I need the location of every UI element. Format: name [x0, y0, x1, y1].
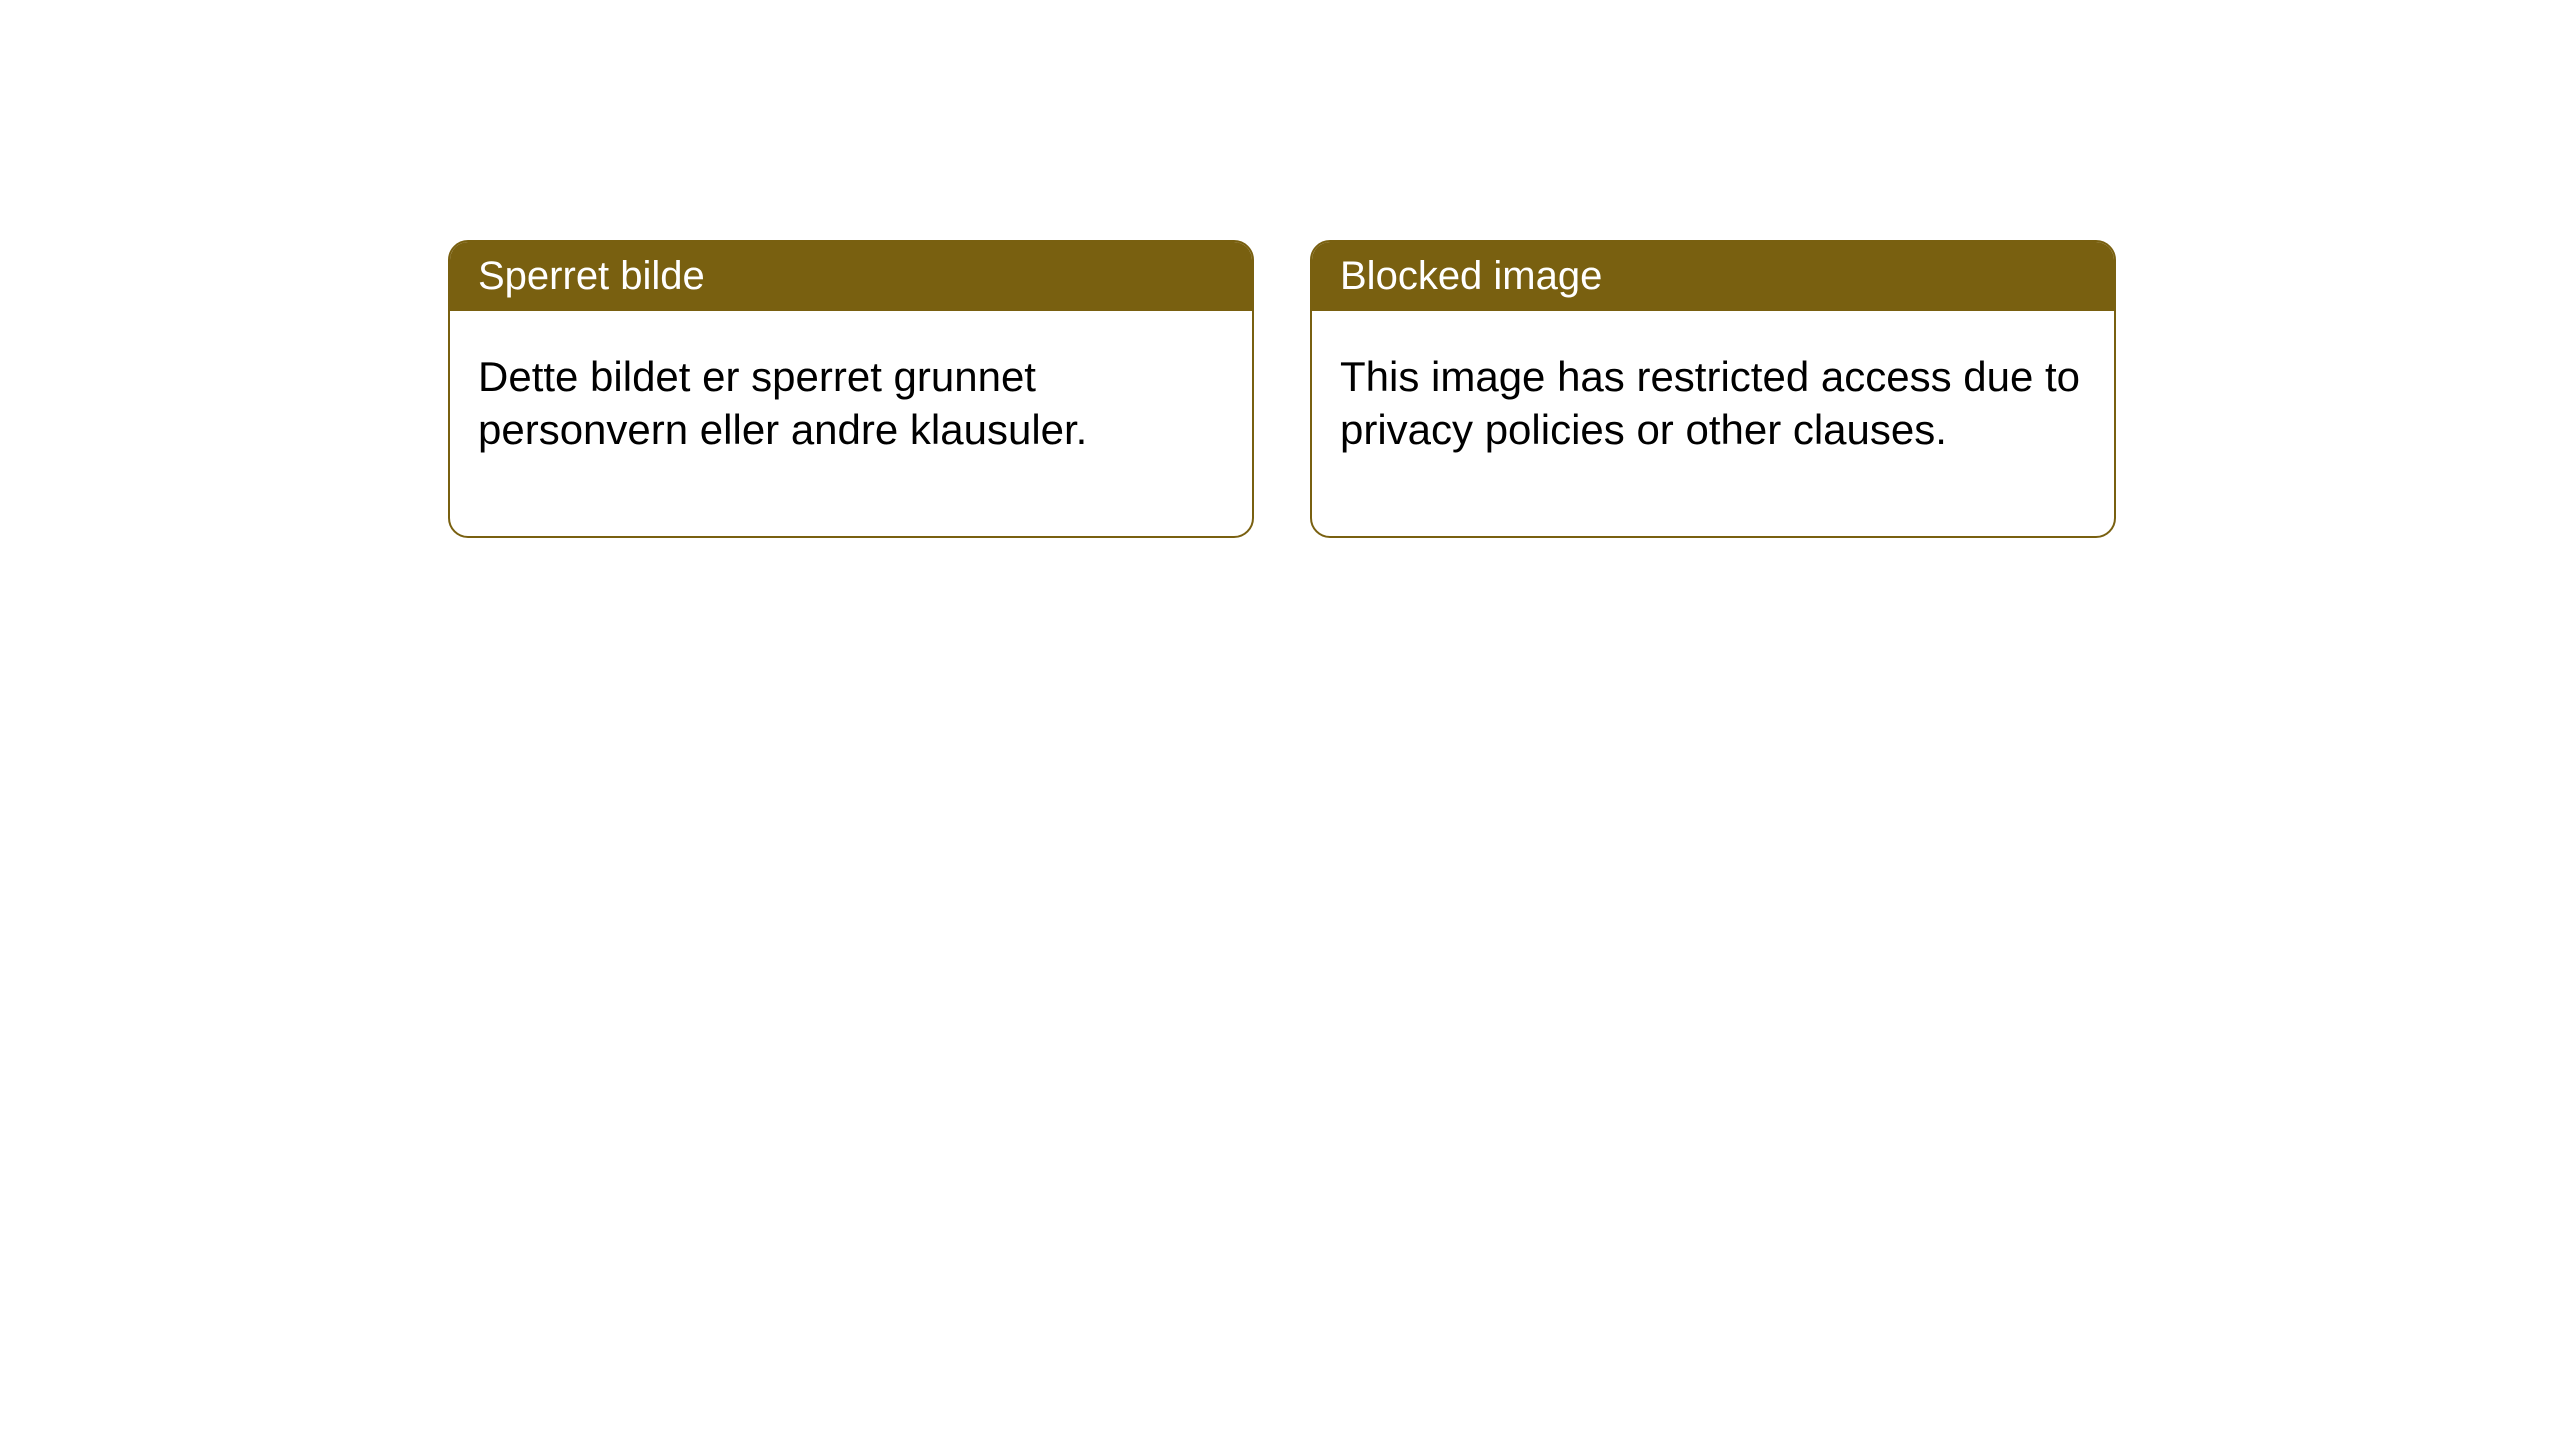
card-title: Blocked image	[1340, 254, 1602, 298]
card-body-text: This image has restricted access due to …	[1340, 353, 2080, 453]
card-header: Blocked image	[1312, 242, 2114, 311]
cards-container: Sperret bilde Dette bildet er sperret gr…	[0, 0, 2560, 538]
card-body: This image has restricted access due to …	[1312, 311, 2114, 536]
blocked-image-card-en: Blocked image This image has restricted …	[1310, 240, 2116, 538]
card-body-text: Dette bildet er sperret grunnet personve…	[478, 353, 1087, 453]
card-body: Dette bildet er sperret grunnet personve…	[450, 311, 1252, 536]
card-header: Sperret bilde	[450, 242, 1252, 311]
card-title: Sperret bilde	[478, 254, 705, 298]
blocked-image-card-no: Sperret bilde Dette bildet er sperret gr…	[448, 240, 1254, 538]
